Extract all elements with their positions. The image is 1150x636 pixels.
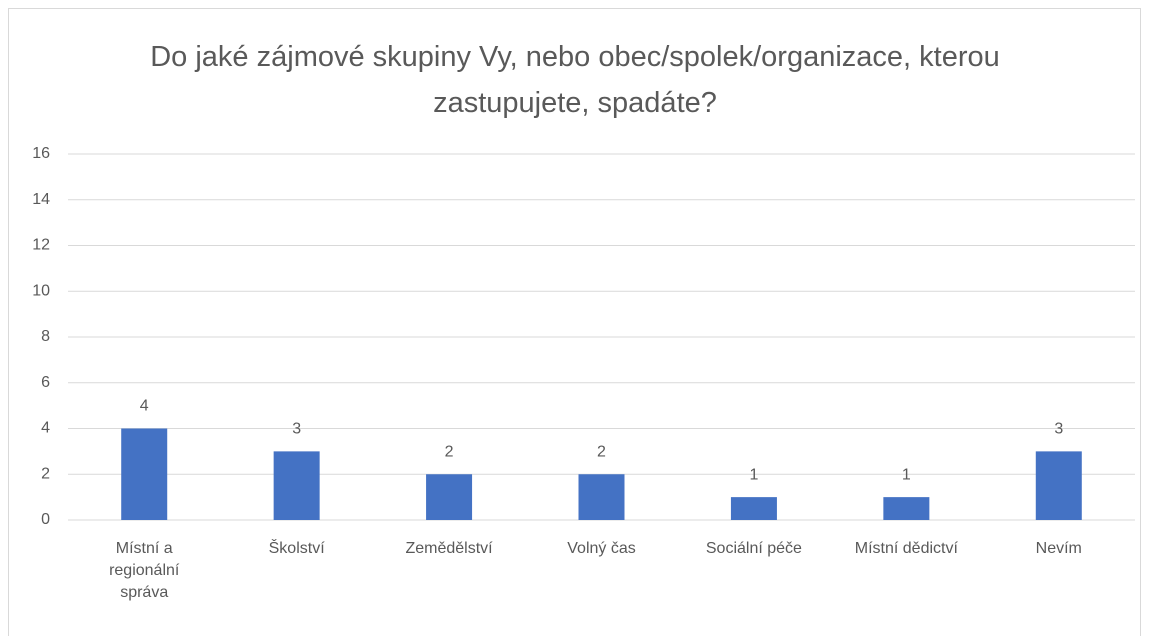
chart-title: Do jaké zájmové skupiny Vy, nebo obec/sp… xyxy=(150,41,1000,119)
bar xyxy=(1035,451,1082,520)
y-tick-label: 8 xyxy=(41,328,50,345)
data-label: 2 xyxy=(597,443,606,460)
data-label: 1 xyxy=(749,466,758,483)
bar xyxy=(730,497,777,520)
chart-border xyxy=(8,8,1141,636)
x-tick-label: Místní a regionální správa xyxy=(109,540,180,601)
y-tick-label: 6 xyxy=(41,374,50,391)
x-tick-label: Volný čas xyxy=(567,540,636,557)
bar xyxy=(883,497,930,520)
y-tick-label: 4 xyxy=(41,420,50,437)
data-label: 4 xyxy=(140,398,149,415)
data-label: 3 xyxy=(292,421,301,438)
bar xyxy=(273,451,320,520)
y-tick-label: 14 xyxy=(32,191,50,208)
bar xyxy=(578,474,625,520)
data-label: 2 xyxy=(445,443,454,460)
data-label: 3 xyxy=(1054,421,1063,438)
data-label: 1 xyxy=(902,466,911,483)
y-tick-label: 12 xyxy=(32,237,50,254)
y-tick-label: 0 xyxy=(41,511,50,528)
x-tick-label: Místní dědictví xyxy=(854,540,958,557)
bar xyxy=(426,474,473,520)
x-tick-label: Zemědělství xyxy=(405,540,493,557)
y-tick-label: 2 xyxy=(41,465,50,482)
x-tick-label: Sociální péče xyxy=(705,540,802,557)
bar xyxy=(121,428,168,520)
x-tick-label: Školství xyxy=(268,540,325,557)
y-tick-label: 10 xyxy=(32,282,50,299)
y-tick-label: 16 xyxy=(32,145,50,162)
x-tick-label: Nevím xyxy=(1035,540,1082,557)
